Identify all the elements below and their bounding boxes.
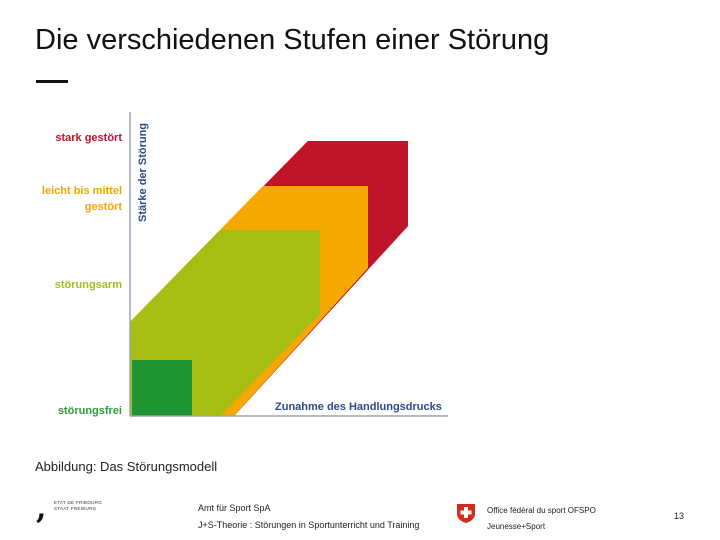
footer-office: Office fédéral du sport OFSPO [487, 506, 596, 515]
level-label-arm: störungsarm [55, 279, 122, 291]
slide-title: Die verschiedenen Stufen einer Störung [35, 24, 550, 56]
level-label-stark: stark gestört [55, 132, 122, 144]
canton-comma-icon: , [36, 491, 47, 526]
footer-course: J+S-Theorie : Störungen in Sportunterric… [198, 520, 420, 530]
disturbance-model-svg: Stärke der Störung Zunahme des Handlungs… [42, 112, 448, 417]
level-label-frei: störungsfrei [58, 405, 122, 417]
disturbance-model-diagram: Stärke der Störung Zunahme des Handlungs… [28, 104, 468, 424]
logo-line-1: ETAT DE FRIBOURG [54, 500, 103, 505]
level-label-leicht-line1: leicht bis mittel [42, 185, 122, 197]
page-number: 13 [674, 511, 685, 521]
figure-caption: Abbildung: Das Störungsmodell [35, 459, 218, 474]
footer-program: Jeunesse+Sport [487, 522, 546, 531]
y-axis-label: Stärke der Störung [137, 123, 149, 222]
darkgreen-square [132, 360, 192, 416]
canton-logo-text: ETAT DE FRIBOURG STAAT FREIBURG [54, 500, 102, 512]
swiss-flag-icon [457, 504, 475, 523]
logo-line-2: STAAT FREIBURG [54, 506, 97, 511]
canton-logo: , ETAT DE FRIBOURG STAAT FREIBURG [36, 491, 102, 526]
title-underline-dash [36, 80, 68, 83]
footer-federal-office: Office fédéral du sport OFSPO Jeunesse+S… [487, 503, 596, 535]
footer-course-info: Amt für Sport SpA J+S-Theorie : Störunge… [198, 500, 419, 534]
level-label-leicht-line2: gestört [85, 201, 123, 213]
x-axis-label: Zunahme des Handlungsdrucks [275, 401, 442, 413]
footer-institution: Amt für Sport SpA [198, 503, 271, 513]
